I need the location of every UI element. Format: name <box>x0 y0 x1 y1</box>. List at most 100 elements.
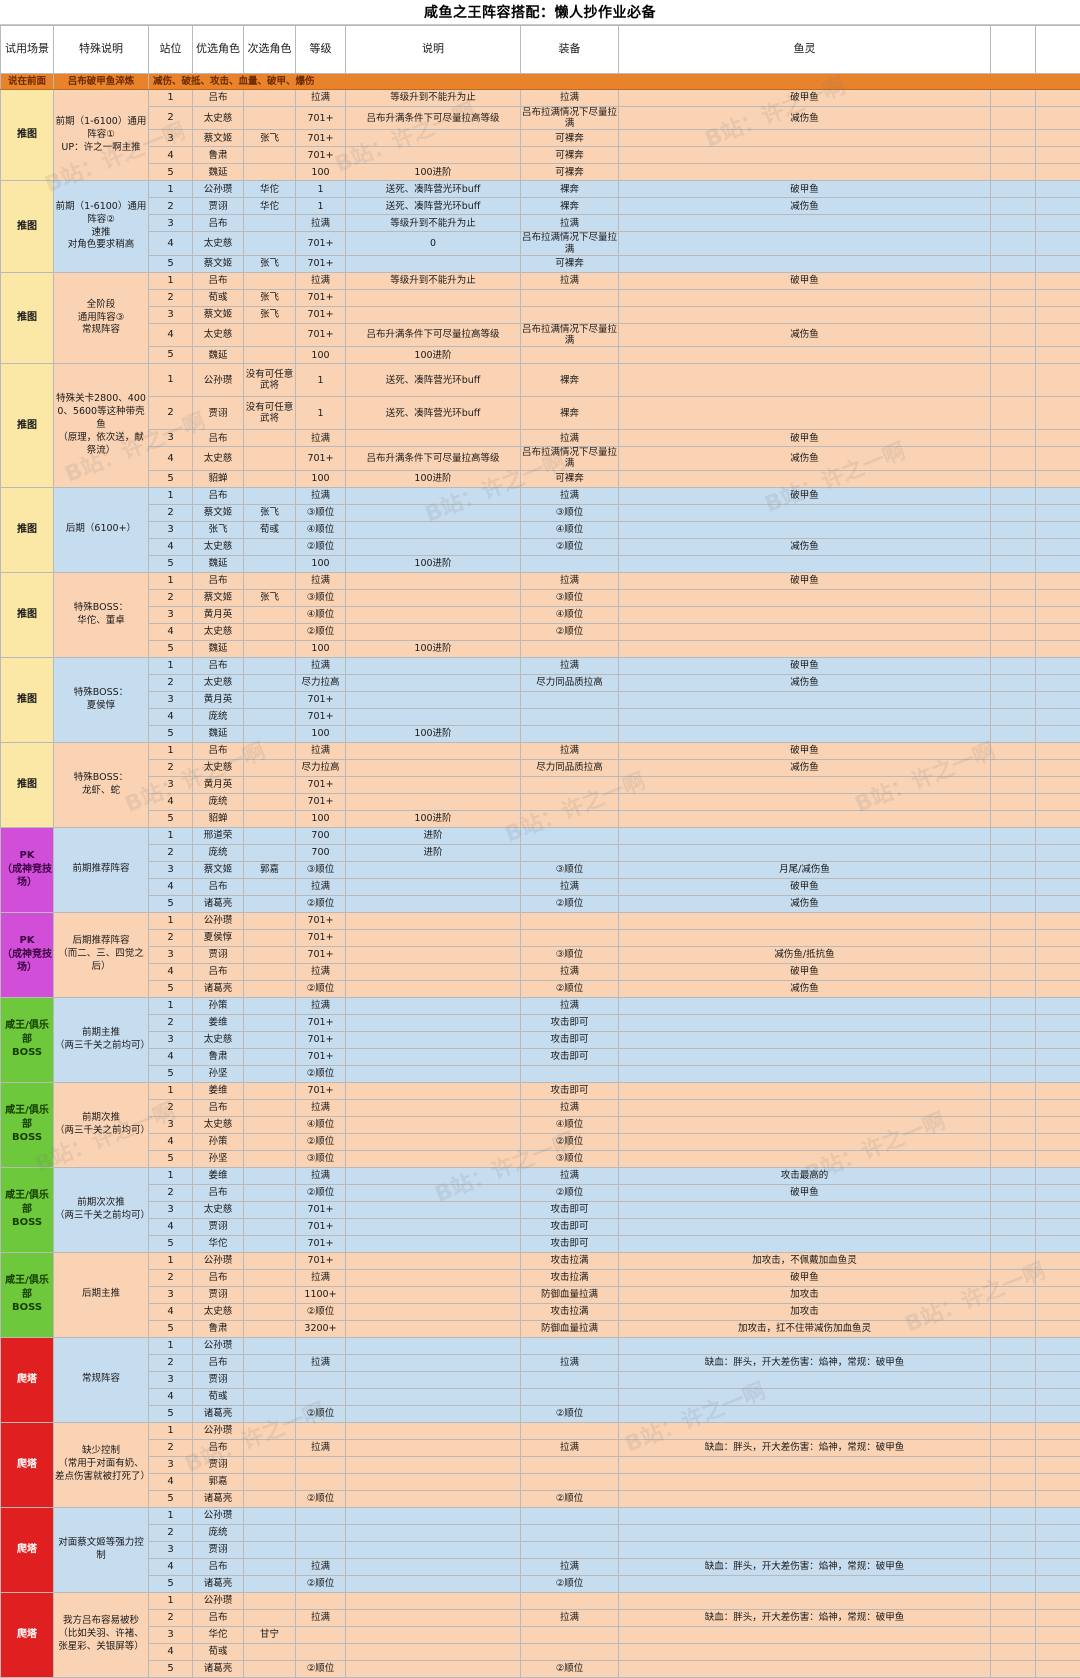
equipment-cell[interactable]: ③顺位 <box>521 589 619 606</box>
preferred-character-cell[interactable]: 公孙瓒 <box>193 1337 244 1354</box>
equipment-cell[interactable]: 防御血量拉满 <box>521 1320 619 1337</box>
extra-cell-2[interactable] <box>1036 90 1080 107</box>
description-cell[interactable] <box>346 1235 521 1252</box>
scene-cell[interactable]: 推图 <box>1 90 54 181</box>
extra-cell-1[interactable] <box>991 164 1036 181</box>
position-cell[interactable]: 1 <box>149 912 193 929</box>
extra-cell-2[interactable] <box>1036 306 1080 323</box>
alternate-character-cell[interactable] <box>244 1303 296 1320</box>
alternate-character-cell[interactable] <box>244 895 296 912</box>
level-cell[interactable]: 拉满 <box>296 742 346 759</box>
position-cell[interactable]: 5 <box>149 1065 193 1082</box>
alternate-character-cell[interactable] <box>244 1150 296 1167</box>
level-cell[interactable]: 尽力拉高 <box>296 674 346 691</box>
level-cell[interactable] <box>296 1541 346 1558</box>
extra-cell-1[interactable] <box>991 759 1036 776</box>
extra-cell-1[interactable] <box>991 1218 1036 1235</box>
preferred-character-cell[interactable]: 诸葛亮 <box>193 895 244 912</box>
extra-cell-1[interactable] <box>991 589 1036 606</box>
description-cell[interactable] <box>346 521 521 538</box>
position-cell[interactable]: 1 <box>149 487 193 504</box>
fish-spirit-cell[interactable] <box>619 691 991 708</box>
level-cell[interactable]: ④顺位 <box>296 521 346 538</box>
extra-cell-1[interactable] <box>991 1201 1036 1218</box>
equipment-cell[interactable] <box>521 912 619 929</box>
extra-cell-2[interactable] <box>1036 1150 1080 1167</box>
description-cell[interactable]: 100进阶 <box>346 725 521 742</box>
extra-cell-1[interactable] <box>991 1031 1036 1048</box>
extra-cell-1[interactable] <box>991 323 1036 346</box>
extra-cell-2[interactable] <box>1036 1303 1080 1320</box>
level-cell[interactable]: 701+ <box>296 1082 346 1099</box>
extra-cell-2[interactable] <box>1036 1439 1080 1456</box>
fish-spirit-cell[interactable] <box>619 776 991 793</box>
alternate-character-cell[interactable] <box>244 793 296 810</box>
preferred-character-cell[interactable]: 孙策 <box>193 1133 244 1150</box>
level-cell[interactable]: 拉满 <box>296 487 346 504</box>
position-cell[interactable]: 4 <box>149 1303 193 1320</box>
equipment-cell[interactable] <box>521 1337 619 1354</box>
preferred-character-cell[interactable]: 孙坚 <box>193 1150 244 1167</box>
level-cell[interactable]: ②顺位 <box>296 538 346 555</box>
description-cell[interactable] <box>346 861 521 878</box>
equipment-cell[interactable] <box>521 289 619 306</box>
extra-cell-1[interactable] <box>991 572 1036 589</box>
description-cell[interactable] <box>346 1388 521 1405</box>
preferred-character-cell[interactable]: 太史慈 <box>193 1031 244 1048</box>
fish-spirit-cell[interactable] <box>619 1150 991 1167</box>
fish-spirit-cell[interactable] <box>619 1065 991 1082</box>
alternate-character-cell[interactable] <box>244 640 296 657</box>
special-note-cell[interactable]: 后期主推 <box>54 1252 149 1337</box>
description-cell[interactable]: 100进阶 <box>346 810 521 827</box>
level-cell[interactable]: 701+ <box>296 1201 346 1218</box>
description-cell[interactable]: 送死、凑阵营光环buff <box>346 364 521 397</box>
extra-cell-1[interactable] <box>991 1184 1036 1201</box>
position-cell[interactable]: 3 <box>149 946 193 963</box>
position-cell[interactable]: 4 <box>149 1473 193 1490</box>
level-cell[interactable]: 1 <box>296 364 346 397</box>
alternate-character-cell[interactable] <box>244 272 296 289</box>
extra-cell-2[interactable] <box>1036 1286 1080 1303</box>
alternate-character-cell[interactable] <box>244 323 296 346</box>
position-cell[interactable]: 3 <box>149 130 193 147</box>
preferred-character-cell[interactable]: 吕布 <box>193 742 244 759</box>
description-cell[interactable] <box>346 1626 521 1643</box>
preferred-character-cell[interactable]: 夏侯惇 <box>193 929 244 946</box>
position-cell[interactable]: 3 <box>149 1541 193 1558</box>
description-cell[interactable] <box>346 691 521 708</box>
equipment-cell[interactable]: ④顺位 <box>521 606 619 623</box>
description-cell[interactable]: 进阶 <box>346 827 521 844</box>
position-cell[interactable]: 2 <box>149 1354 193 1371</box>
extra-cell-2[interactable] <box>1036 793 1080 810</box>
extra-cell-2[interactable] <box>1036 725 1080 742</box>
extra-cell-2[interactable] <box>1036 487 1080 504</box>
description-cell[interactable] <box>346 1405 521 1422</box>
level-cell[interactable]: 701+ <box>296 255 346 272</box>
fish-spirit-cell[interactable]: 破甲鱼 <box>619 742 991 759</box>
alternate-character-cell[interactable] <box>244 980 296 997</box>
alternate-character-cell[interactable] <box>244 1252 296 1269</box>
extra-cell-1[interactable] <box>991 1643 1036 1660</box>
alternate-character-cell[interactable]: 甘宁 <box>244 1626 296 1643</box>
position-cell[interactable]: 3 <box>149 1116 193 1133</box>
alternate-character-cell[interactable] <box>244 674 296 691</box>
extra-cell-1[interactable] <box>991 1371 1036 1388</box>
alternate-character-cell[interactable] <box>244 776 296 793</box>
equipment-cell[interactable]: 尽力同品质拉高 <box>521 759 619 776</box>
scene-cell[interactable]: PK（成神竞技场） <box>1 827 54 912</box>
preferred-character-cell[interactable]: 公孙瓒 <box>193 1252 244 1269</box>
preferred-character-cell[interactable]: 太史慈 <box>193 1303 244 1320</box>
extra-cell-2[interactable] <box>1036 1507 1080 1524</box>
extra-cell-2[interactable] <box>1036 691 1080 708</box>
preferred-character-cell[interactable]: 张飞 <box>193 521 244 538</box>
alternate-character-cell[interactable] <box>244 1456 296 1473</box>
alternate-character-cell[interactable] <box>244 997 296 1014</box>
preferred-character-cell[interactable]: 吕布 <box>193 90 244 107</box>
extra-cell-1[interactable] <box>991 946 1036 963</box>
level-cell[interactable]: 拉满 <box>296 963 346 980</box>
description-cell[interactable] <box>346 895 521 912</box>
special-note-cell[interactable]: 特殊BOSS：夏侯惇 <box>54 657 149 742</box>
extra-cell-1[interactable] <box>991 1269 1036 1286</box>
alternate-character-cell[interactable]: 张飞 <box>244 589 296 606</box>
